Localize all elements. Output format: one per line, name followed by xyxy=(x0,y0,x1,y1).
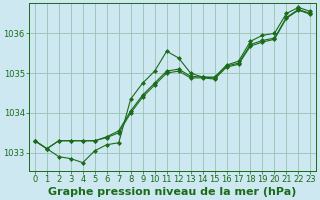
X-axis label: Graphe pression niveau de la mer (hPa): Graphe pression niveau de la mer (hPa) xyxy=(48,187,297,197)
